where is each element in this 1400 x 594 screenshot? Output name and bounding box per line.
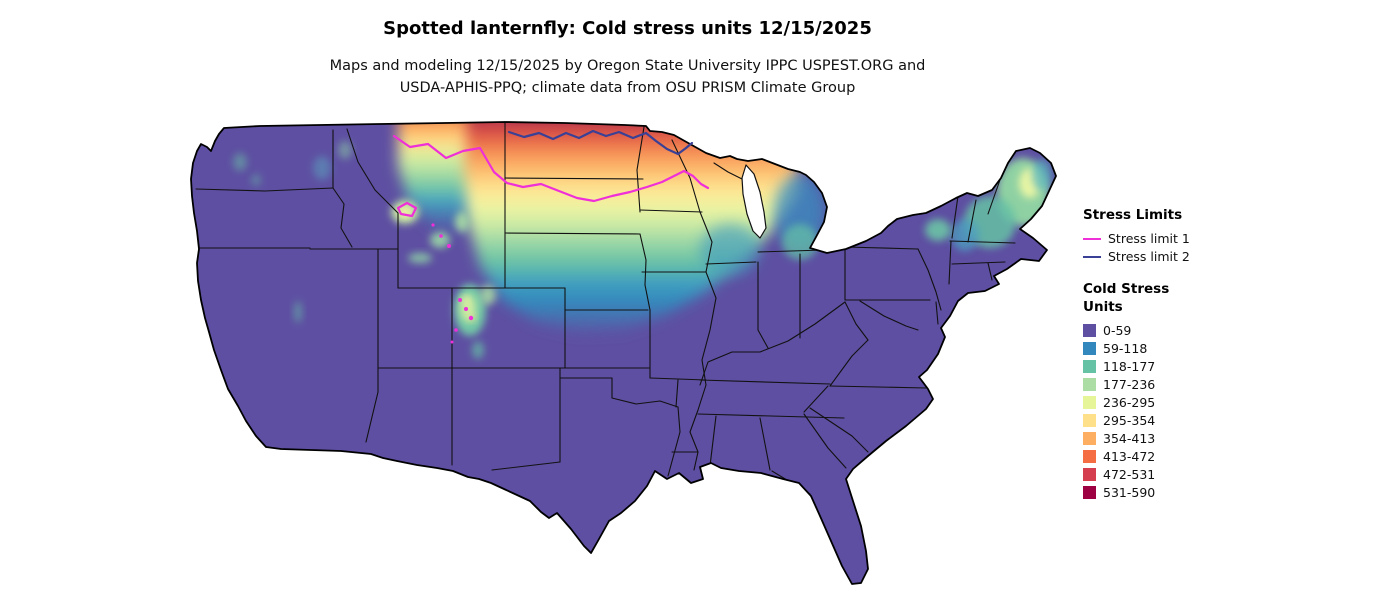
class-label-177-236: 177-236 (1103, 377, 1156, 392)
cold-stress-field (191, 122, 1056, 584)
stress-limit-2-line (507, 129, 694, 156)
class-swatch-295-354 (1083, 414, 1096, 427)
subtitle-line-2: USDA-APHIS-PPQ; climate data from OSU PR… (399, 80, 856, 96)
legend-class-row: 472-531 (1083, 467, 1223, 482)
class-label-59-118: 59-118 (1103, 341, 1148, 356)
stress-limit-1-label: Stress limit 1 (1108, 231, 1190, 246)
legend-class-row: 413-472 (1083, 449, 1223, 464)
class-label-354-413: 354-413 (1103, 431, 1156, 446)
class-label-0-59: 0-59 (1103, 323, 1132, 338)
stress-limit-2-label: Stress limit 2 (1108, 249, 1190, 264)
class-swatch-177-236 (1083, 378, 1096, 391)
figure-subtitle: Maps and modeling 12/15/2025 by Oregon S… (0, 55, 1255, 99)
stress-limit-1-line (392, 134, 710, 218)
legend-class-row: 354-413 (1083, 431, 1223, 446)
class-label-118-177: 118-177 (1103, 359, 1156, 374)
class-swatch-354-413 (1083, 432, 1096, 445)
legend-class-row: 118-177 (1083, 359, 1223, 374)
class-swatch-531-590 (1083, 486, 1096, 499)
stress-limits-legend-title: Stress Limits (1083, 207, 1183, 223)
class-swatch-472-531 (1083, 468, 1096, 481)
stress-limit-1-specks (431, 223, 474, 344)
class-swatch-0-59 (1083, 324, 1096, 337)
state-borders (195, 122, 1016, 495)
class-swatch-413-472 (1083, 450, 1096, 463)
stress-limit-2-swatch (1083, 255, 1101, 258)
us-outline (190, 121, 1057, 585)
class-swatch-59-118 (1083, 342, 1096, 355)
legend-class-row: 177-236 (1083, 377, 1223, 392)
cold-stress-legend-title: Cold Stress Units (1083, 281, 1170, 315)
legend-class-row: 295-354 (1083, 413, 1223, 428)
legend-panel: Stress Limits Stress limit 1 Stress limi… (1083, 206, 1223, 503)
class-swatch-118-177 (1083, 360, 1096, 373)
legend-class-row: 236-295 (1083, 395, 1223, 410)
class-label-236-295: 236-295 (1103, 395, 1156, 410)
page-title: Spotted lanternfly: Cold stress units 12… (383, 18, 872, 39)
legend-item-stress-limit-1: Stress limit 1 (1083, 231, 1223, 246)
legend-class-row: 531-590 (1083, 485, 1223, 500)
legend-item-stress-limit-2: Stress limit 2 (1083, 249, 1223, 264)
class-label-295-354: 295-354 (1103, 413, 1156, 428)
class-label-413-472: 413-472 (1103, 449, 1156, 464)
legend-class-row: 59-118 (1083, 341, 1223, 356)
legend-class-row: 0-59 (1083, 323, 1223, 338)
class-label-531-590: 531-590 (1103, 485, 1156, 500)
class-label-472-531: 472-531 (1103, 467, 1156, 482)
subtitle-line-1: Maps and modeling 12/15/2025 by Oregon S… (329, 58, 926, 74)
class-swatch-236-295 (1083, 396, 1096, 409)
lake-michigan (741, 164, 767, 239)
stress-limit-1-swatch (1083, 237, 1101, 240)
